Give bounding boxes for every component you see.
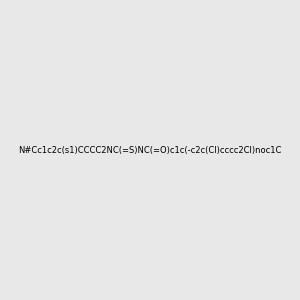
Text: N#Cc1c2c(s1)CCCC2NC(=S)NC(=O)c1c(-c2c(Cl)cccc2Cl)noc1C: N#Cc1c2c(s1)CCCC2NC(=S)NC(=O)c1c(-c2c(Cl… bbox=[18, 146, 282, 154]
